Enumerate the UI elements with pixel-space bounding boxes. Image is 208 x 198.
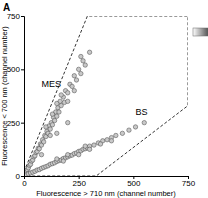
axis-line bbox=[25, 177, 189, 180]
x-axis-title: Fluorescence > 710 nm (channel number) bbox=[36, 189, 176, 198]
tick: 500 bbox=[7, 65, 24, 74]
point bbox=[127, 128, 131, 132]
point bbox=[55, 114, 59, 118]
point bbox=[66, 91, 70, 95]
point bbox=[105, 138, 109, 142]
point bbox=[55, 131, 59, 135]
point bbox=[87, 147, 91, 151]
tick-label: 0 bbox=[16, 172, 21, 181]
point bbox=[55, 101, 59, 105]
point bbox=[72, 74, 76, 78]
annotation: BS bbox=[136, 107, 148, 117]
y-axis-title: Fluorescence < 700 nm (channel number) bbox=[0, 26, 9, 166]
point bbox=[79, 71, 83, 75]
tick: 750 bbox=[182, 176, 196, 188]
point bbox=[83, 144, 87, 148]
tick-mark bbox=[21, 16, 24, 17]
point bbox=[92, 143, 96, 147]
point bbox=[48, 127, 52, 131]
point bbox=[72, 88, 76, 92]
point bbox=[61, 159, 65, 163]
gate-group bbox=[24, 16, 188, 176]
gate bbox=[24, 16, 188, 176]
tick: 750 bbox=[7, 12, 24, 21]
tick-label: 750 bbox=[182, 179, 196, 188]
axis-line bbox=[21, 17, 25, 177]
tick-label: 500 bbox=[127, 179, 141, 188]
tick: 500 bbox=[127, 176, 141, 188]
x-axis: 0 250 500 750 bbox=[22, 176, 195, 188]
tick-label: 750 bbox=[7, 12, 21, 21]
plot: 0 250 500 750 0 250 500 750 MES BS bbox=[7, 12, 196, 188]
point bbox=[57, 110, 61, 114]
bar-fragment bbox=[193, 28, 208, 36]
tick: 250 bbox=[72, 176, 86, 188]
point bbox=[74, 78, 78, 82]
point bbox=[48, 133, 52, 137]
point bbox=[55, 157, 59, 161]
point bbox=[79, 54, 83, 58]
point bbox=[70, 84, 74, 88]
tick: 0 bbox=[22, 176, 27, 188]
tick: 250 bbox=[7, 119, 24, 128]
point bbox=[39, 152, 43, 156]
tick: 0 bbox=[16, 172, 24, 181]
tick-mark bbox=[21, 69, 24, 70]
tick-mark bbox=[21, 123, 24, 124]
tick-mark bbox=[21, 176, 24, 177]
point bbox=[44, 125, 48, 129]
point bbox=[76, 152, 80, 156]
point bbox=[66, 152, 70, 156]
point bbox=[76, 67, 80, 71]
points bbox=[24, 50, 146, 176]
point bbox=[66, 120, 70, 124]
point bbox=[81, 59, 85, 63]
point bbox=[142, 120, 146, 124]
point bbox=[133, 125, 137, 129]
annotation: MES bbox=[41, 79, 61, 89]
point bbox=[83, 63, 87, 67]
point bbox=[41, 140, 45, 144]
tick-label: 0 bbox=[22, 179, 27, 188]
point bbox=[50, 112, 54, 116]
point bbox=[87, 50, 91, 54]
point bbox=[109, 139, 113, 143]
point bbox=[50, 123, 54, 127]
point bbox=[52, 118, 56, 122]
point bbox=[114, 133, 118, 137]
chart: 0 250 500 750 0 250 500 750 MES BS A Fluorescence >… bbox=[0, 0, 208, 198]
point bbox=[98, 142, 102, 146]
tick-label: 250 bbox=[72, 179, 86, 188]
point bbox=[120, 131, 124, 135]
point bbox=[66, 99, 70, 103]
panel-label: A bbox=[3, 2, 10, 13]
y-axis: 0 250 500 750 bbox=[7, 12, 25, 181]
point bbox=[59, 93, 63, 97]
